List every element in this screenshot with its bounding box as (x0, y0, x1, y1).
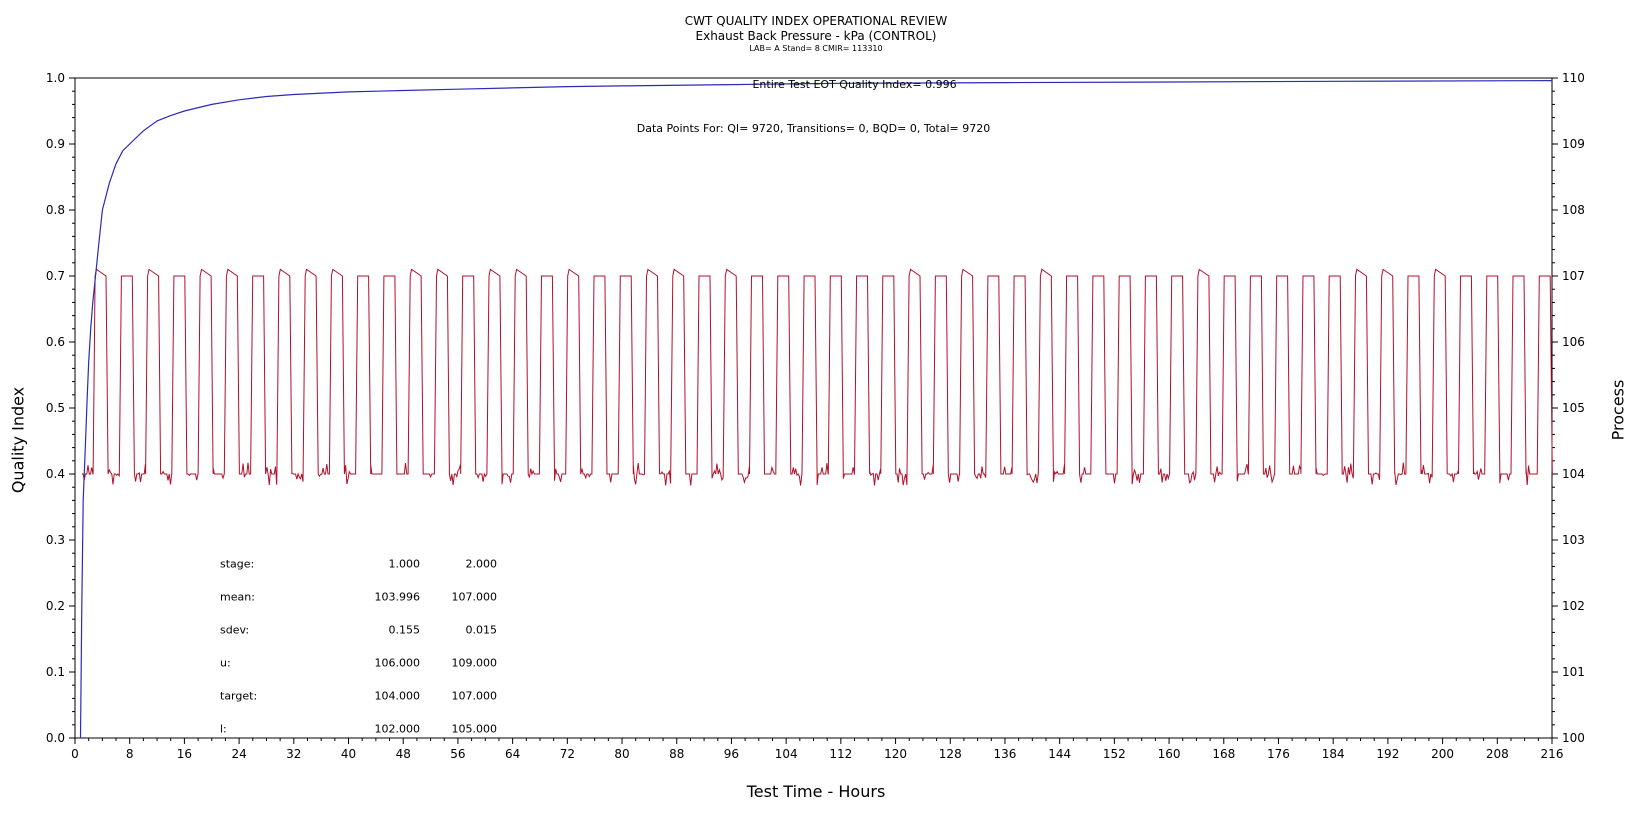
quality-index-series-line (79, 80, 1553, 739)
x-tick-label: 160 (1158, 747, 1181, 761)
stats-label: target: (220, 690, 257, 703)
chart-title: CWT QUALITY INDEX OPERATIONAL REVIEW (684, 14, 948, 28)
data-points-annotation: Data Points For: QI= 9720, Transitions= … (637, 122, 991, 135)
x-tick-label: 128 (939, 747, 962, 761)
x-tick-label: 16 (177, 747, 192, 761)
x-tick-label: 208 (1486, 747, 1509, 761)
x-tick-label: 136 (994, 747, 1017, 761)
x-tick-label: 8 (126, 747, 134, 761)
x-tick-label: 72 (560, 747, 575, 761)
y-tick-label: 0.4 (46, 467, 65, 481)
series-group (79, 80, 1553, 739)
x-tick-label: 32 (286, 747, 301, 761)
stats-stage1-value: 102.000 (375, 723, 421, 736)
stats-stage1-value: 1.000 (389, 558, 421, 571)
y-tick-label: 0.1 (46, 665, 65, 679)
x-tick-label: 112 (829, 747, 852, 761)
y2-tick-label: 103 (1562, 533, 1585, 547)
x-tick-label: 144 (1048, 747, 1071, 761)
x-tick-label: 176 (1267, 747, 1290, 761)
x-tick-label: 200 (1431, 747, 1454, 761)
y-tick-label: 0.5 (46, 401, 65, 415)
stats-label: sdev: (220, 624, 249, 637)
stats-label: l: (220, 723, 227, 736)
y-tick-label: 0.0 (46, 731, 65, 745)
x-tick-label: 184 (1322, 747, 1345, 761)
x-tick-label: 80 (614, 747, 629, 761)
stats-stage1-value: 103.996 (375, 591, 421, 604)
stats-stage2-value: 2.000 (466, 558, 498, 571)
stats-stage1-value: 104.000 (375, 690, 421, 703)
y-tick-label: 1.0 (46, 71, 65, 85)
x-tick-label: 64 (505, 747, 520, 761)
x-tick-label: 216 (1541, 747, 1564, 761)
y-tick-label: 0.7 (46, 269, 65, 283)
axis-ticks: 0 8 16 24 32 40 48 56 64 72 80 88 96 104 112 120 128 136 1… (46, 71, 1585, 761)
y-tick-label: 0.6 (46, 335, 65, 349)
stats-stage1-value: 106.000 (375, 657, 421, 670)
x-axis-label: Test Time - Hours (746, 782, 886, 801)
lab-stand-line: LAB= A Stand= 8 CMIR= 113310 (749, 44, 883, 53)
y-tick-label: 0.2 (46, 599, 65, 613)
x-tick-label: 96 (724, 747, 739, 761)
y-tick-label: 0.9 (46, 137, 65, 151)
x-tick-label: 120 (884, 747, 907, 761)
eot-annotation: Entire Test EOT Quality Index= 0.996 (752, 78, 956, 91)
y2-tick-label: 109 (1562, 137, 1585, 151)
stats-stage2-value: 105.000 (452, 723, 498, 736)
y2-tick-label: 101 (1562, 665, 1585, 679)
x-tick-label: 192 (1376, 747, 1399, 761)
stats-stage2-value: 0.015 (466, 624, 498, 637)
y2-tick-label: 108 (1562, 203, 1585, 217)
stats-stage2-value: 107.000 (452, 690, 498, 703)
x-tick-label: 56 (450, 747, 465, 761)
x-tick-label: 168 (1212, 747, 1235, 761)
y2-tick-label: 100 (1562, 731, 1585, 745)
stats-stage2-value: 109.000 (452, 657, 498, 670)
y-tick-label: 0.8 (46, 203, 65, 217)
y2-tick-label: 104 (1562, 467, 1585, 481)
x-tick-label: 40 (341, 747, 356, 761)
x-tick-label: 104 (775, 747, 798, 761)
chart-subtitle: Exhaust Back Pressure - kPa (CONTROL) (695, 29, 937, 43)
stats-label: u: (220, 657, 231, 670)
x-tick-label: 152 (1103, 747, 1126, 761)
plot-frame (74, 77, 1553, 739)
y2-tick-label: 110 (1562, 71, 1585, 85)
stats-stage2-value: 107.000 (452, 591, 498, 604)
x-tick-label: 24 (231, 747, 246, 761)
stats-label: stage: (220, 558, 254, 571)
stats-label: mean: (220, 591, 255, 604)
stats-stage1-value: 0.155 (389, 624, 421, 637)
y2-tick-label: 102 (1562, 599, 1585, 613)
x-tick-label: 88 (669, 747, 684, 761)
x-tick-label: 48 (396, 747, 411, 761)
y2-tick-label: 105 (1562, 401, 1585, 415)
y2-tick-label: 107 (1562, 269, 1585, 283)
y2-tick-label: 106 (1562, 335, 1585, 349)
annotations-group: Entire Test EOT Quality Index= 0.996 Data… (220, 78, 990, 736)
process-series-line (81, 268, 1553, 486)
y-tick-label: 0.3 (46, 533, 65, 547)
x-tick-label: 0 (71, 747, 79, 761)
